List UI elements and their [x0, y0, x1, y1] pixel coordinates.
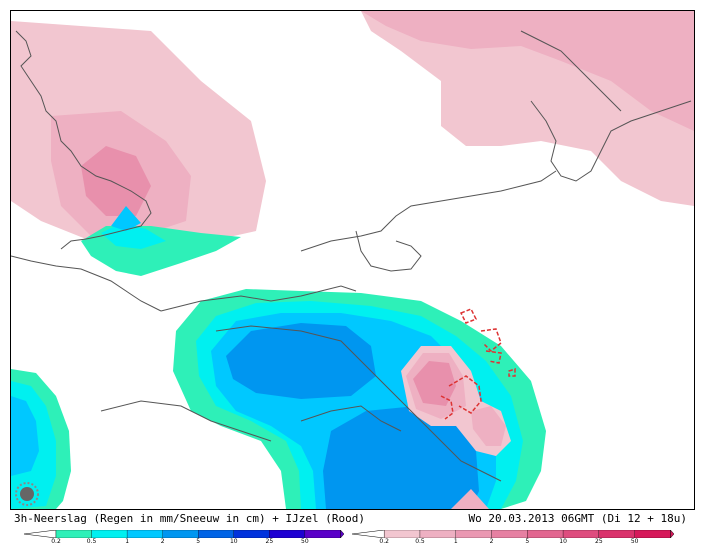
- legend-rain-swatch: [304, 530, 341, 538]
- legend-sleet-tick-label: 10: [559, 538, 567, 545]
- sleet-field-east: [471, 406, 506, 446]
- legend-rain-tick-label: 0.2: [51, 538, 61, 545]
- rain-field-channel-inner: [101, 223, 166, 249]
- legend-sleet-swatch: [598, 530, 635, 538]
- freezing-rain-contours: [440, 308, 516, 420]
- legend-rain-tick-label: 2: [160, 538, 165, 545]
- meteo-logo-icon: [14, 481, 40, 507]
- legend-rain-swatch: [91, 530, 128, 538]
- legend-rain-cap-left: [24, 530, 57, 538]
- legend-rain: 0.2 0.5 1 2 5 10 25 50: [24, 530, 344, 546]
- legend-rain-swatch: [269, 530, 306, 538]
- legend-rain-tick-label: 50: [301, 538, 309, 545]
- rain-field-biscay-sky: [11, 396, 39, 476]
- precipitation-map: [11, 11, 694, 509]
- legend-rain-tick-label: 10: [229, 538, 238, 545]
- legend-sleet-tick-label: 0.5: [415, 538, 425, 545]
- legend-sleet-tick-label: 50: [630, 538, 639, 545]
- legend-sleet-tick-label: 0.2: [379, 538, 389, 545]
- legend-sleet-tick-label: 25: [595, 538, 603, 545]
- legend-sleet-swatch: [491, 530, 528, 538]
- legend-sleet-swatch: [419, 530, 456, 538]
- rain-field-continent-blue-south: [323, 406, 479, 509]
- legend-rain-swatch: [55, 530, 92, 538]
- legend-sleet-swatch: [384, 530, 421, 538]
- legend-sleet-tick-label: 1: [453, 538, 458, 545]
- legend-rain-tick-label: 0.5: [86, 538, 97, 545]
- legend-sleet-tick-label: 5: [525, 538, 530, 545]
- legend-sleet-cap-right: [670, 530, 674, 538]
- legend-rain-cap-right: [340, 530, 344, 538]
- legend-sleet-swatch: [455, 530, 492, 538]
- legend-sleet-swatch: [634, 530, 671, 538]
- map-caption: 3h-Neerslag (Regen in mm/Sneeuw in cm) +…: [14, 512, 695, 526]
- legend-rain-tick-label: 25: [265, 538, 274, 545]
- legend-sleet-swatch: [562, 530, 600, 538]
- coastlines: [11, 30, 692, 482]
- legend-sleet-cap-left: [352, 530, 385, 538]
- legend-rain-swatch: [198, 530, 234, 538]
- legend-sleet-tick-label: 2: [489, 538, 494, 545]
- rain-field-channel-core: [111, 206, 141, 231]
- rain-field-continent-blue: [226, 323, 376, 399]
- caption-title: 3h-Neerslag (Regen in mm/Sneeuw in cm) +…: [14, 512, 365, 525]
- legend-rain-swatch: [233, 530, 270, 538]
- legend-rain-swatch: [162, 530, 199, 538]
- legend-rain-swatch: [126, 530, 163, 538]
- caption-timestamp: Wo 20.03.2013 06GMT (Di 12 + 18u): [468, 512, 687, 525]
- snow-field-britain-core: [81, 146, 151, 216]
- legend-rain-bar: [24, 530, 344, 538]
- snow-field-scandinavia-mid: [361, 11, 694, 131]
- sleet-field-south: [451, 489, 489, 509]
- legend-sleet: 0.2 0.5 1 2 5 10 25 50: [352, 530, 674, 546]
- legend-rain-tick-label: 5: [196, 538, 201, 545]
- legend-sleet-swatch: [527, 530, 564, 538]
- legend-sleet-bar: [352, 530, 674, 538]
- map-frame: [10, 10, 695, 510]
- sleet-field-central-core: [413, 361, 456, 406]
- legend-rain-tick-label: 1: [125, 538, 130, 545]
